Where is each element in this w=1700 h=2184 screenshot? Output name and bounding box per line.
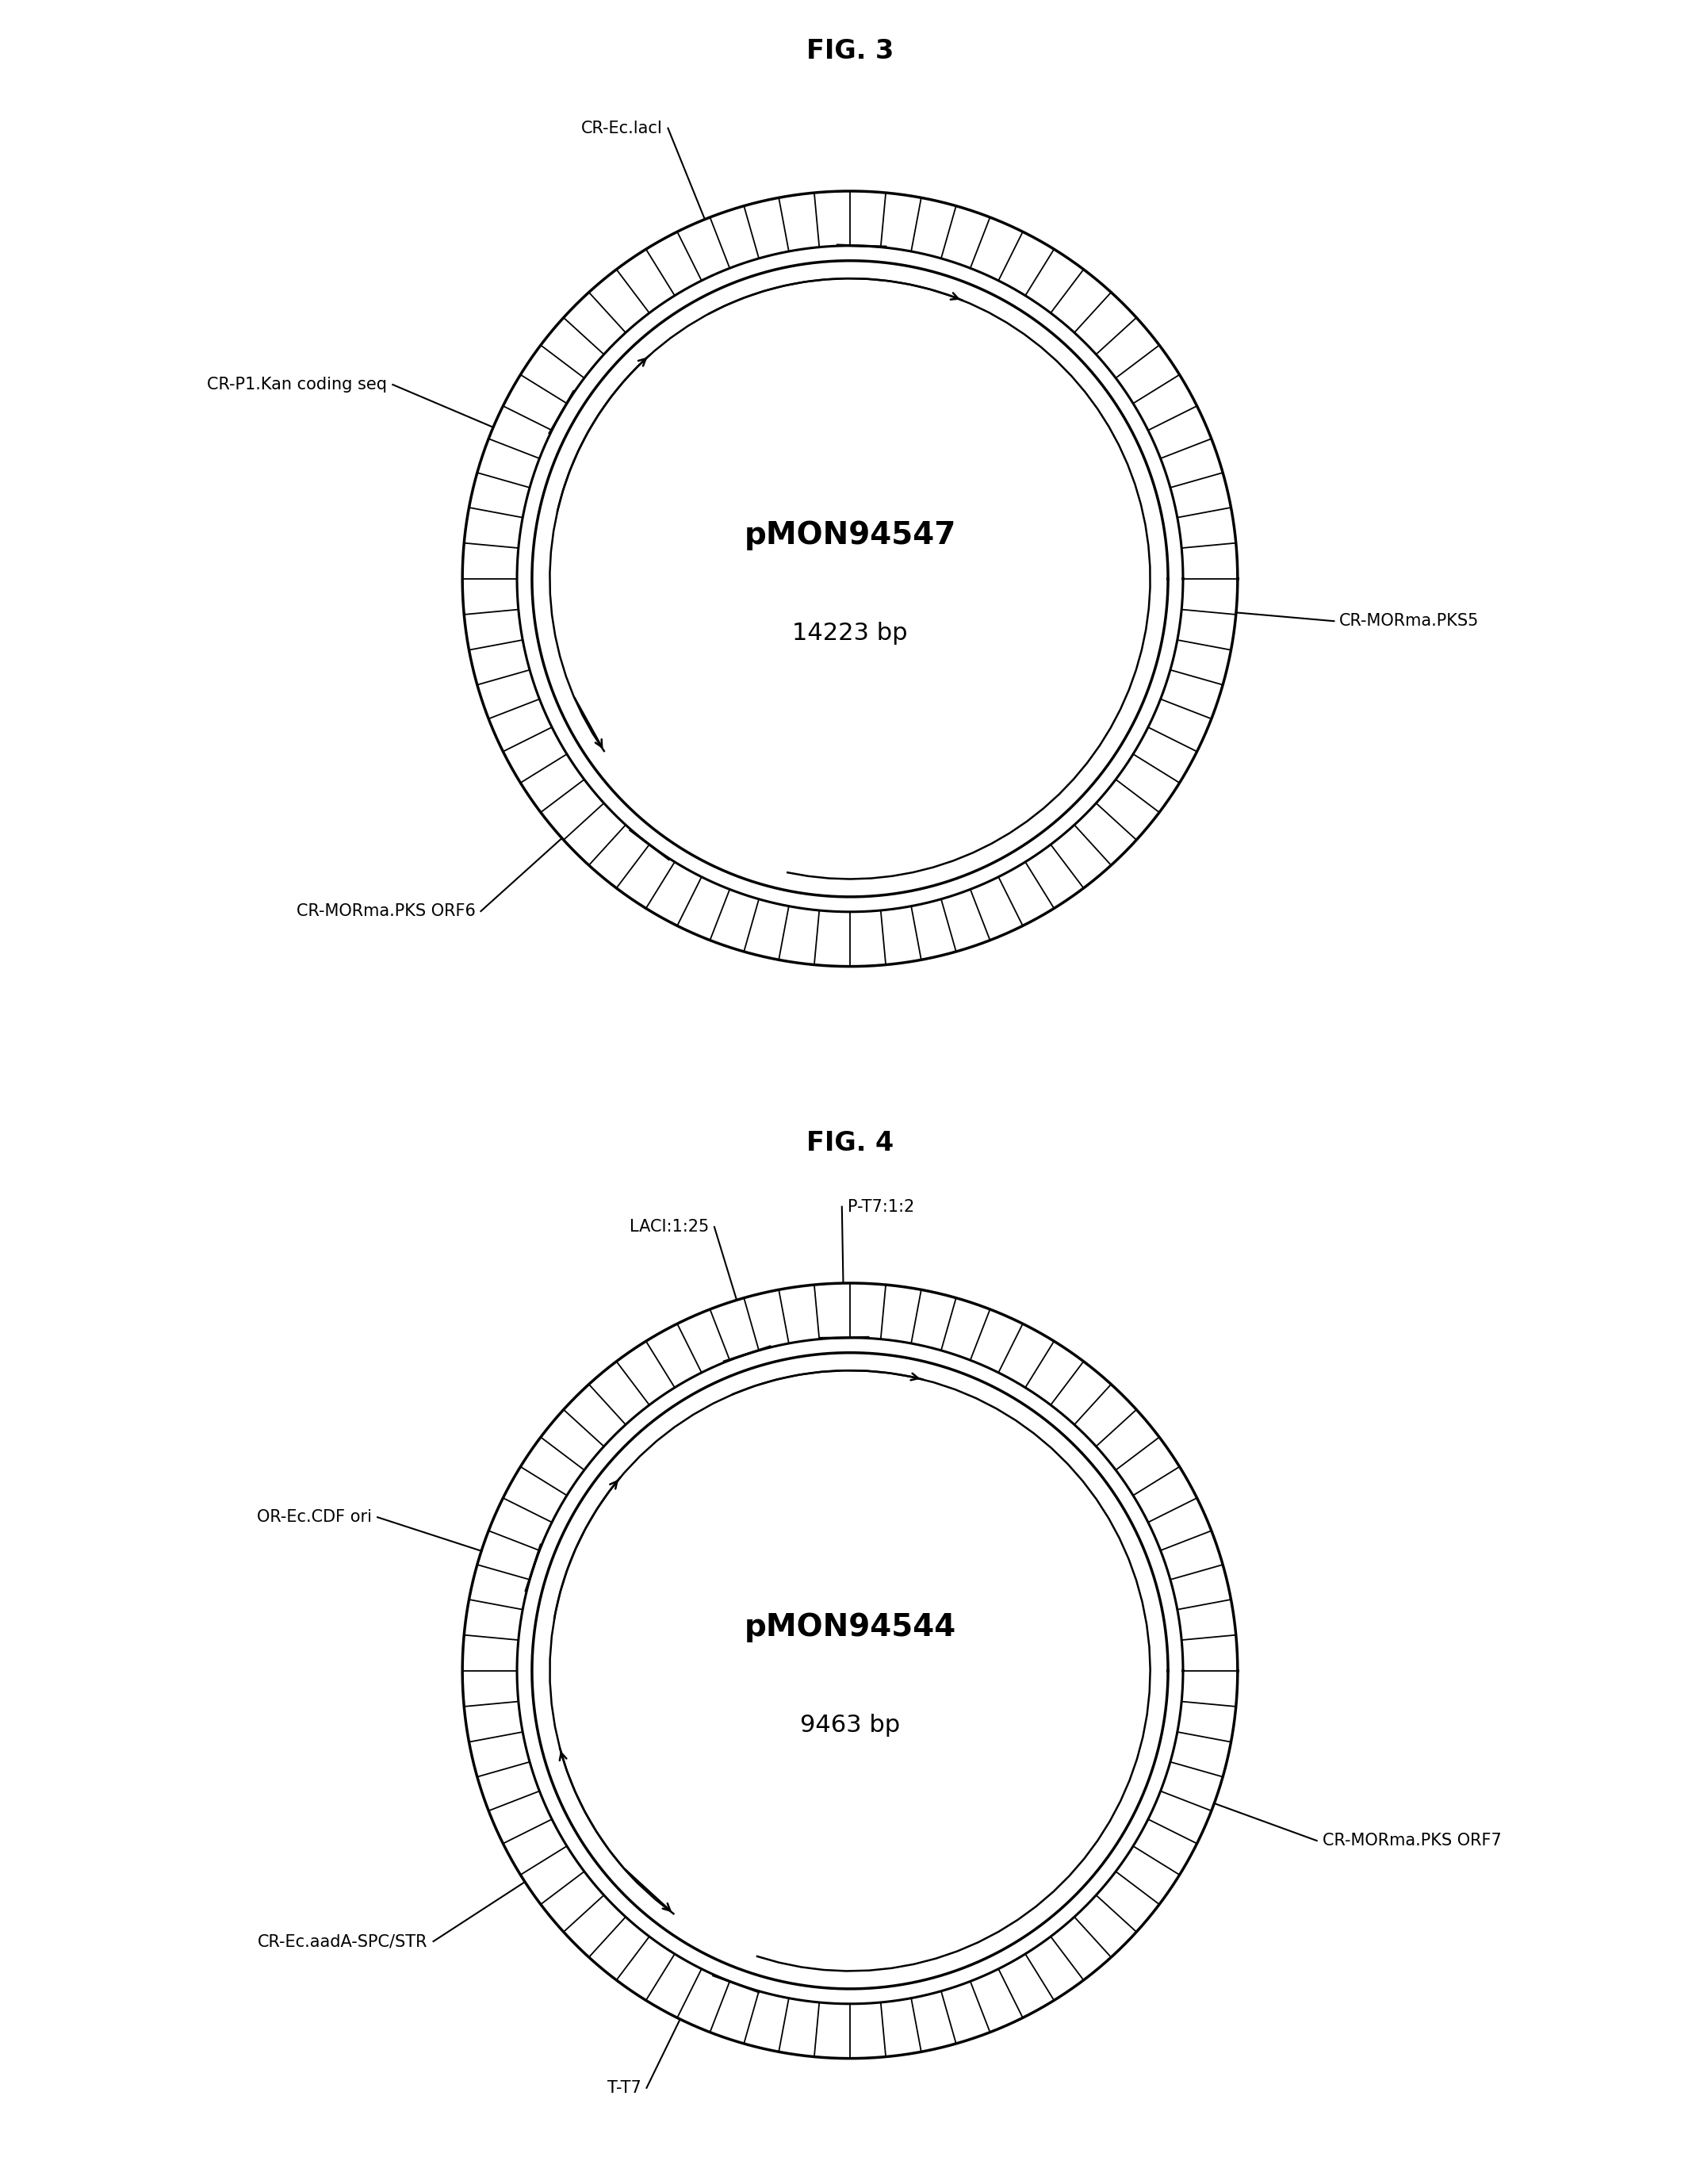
Text: 9463 bp: 9463 bp	[801, 1714, 899, 1736]
Text: CR-MORma.PKS ORF6: CR-MORma.PKS ORF6	[296, 904, 476, 919]
Text: T-T7: T-T7	[607, 2079, 641, 2097]
Text: LACI:1:25: LACI:1:25	[629, 1219, 709, 1234]
Text: CR-Ec.aadA-SPC/STR: CR-Ec.aadA-SPC/STR	[258, 1933, 428, 1950]
Text: pMON94547: pMON94547	[745, 520, 955, 550]
Text: CR-MORma.PKS5: CR-MORma.PKS5	[1340, 614, 1479, 629]
Text: pMON94544: pMON94544	[745, 1612, 955, 1642]
Text: FIG. 3: FIG. 3	[806, 37, 894, 63]
Text: CR-MORma.PKS ORF7: CR-MORma.PKS ORF7	[1323, 1832, 1501, 1848]
Text: FIG. 4: FIG. 4	[806, 1131, 894, 1155]
Text: OR-Ec.CDF ori: OR-Ec.CDF ori	[257, 1509, 372, 1524]
Text: P-T7:1:2: P-T7:1:2	[847, 1199, 915, 1214]
Text: CR-P1.Kan coding seq: CR-P1.Kan coding seq	[207, 376, 388, 393]
Text: 14223 bp: 14223 bp	[792, 622, 908, 644]
Text: CR-Ec.lacI: CR-Ec.lacI	[581, 120, 663, 135]
